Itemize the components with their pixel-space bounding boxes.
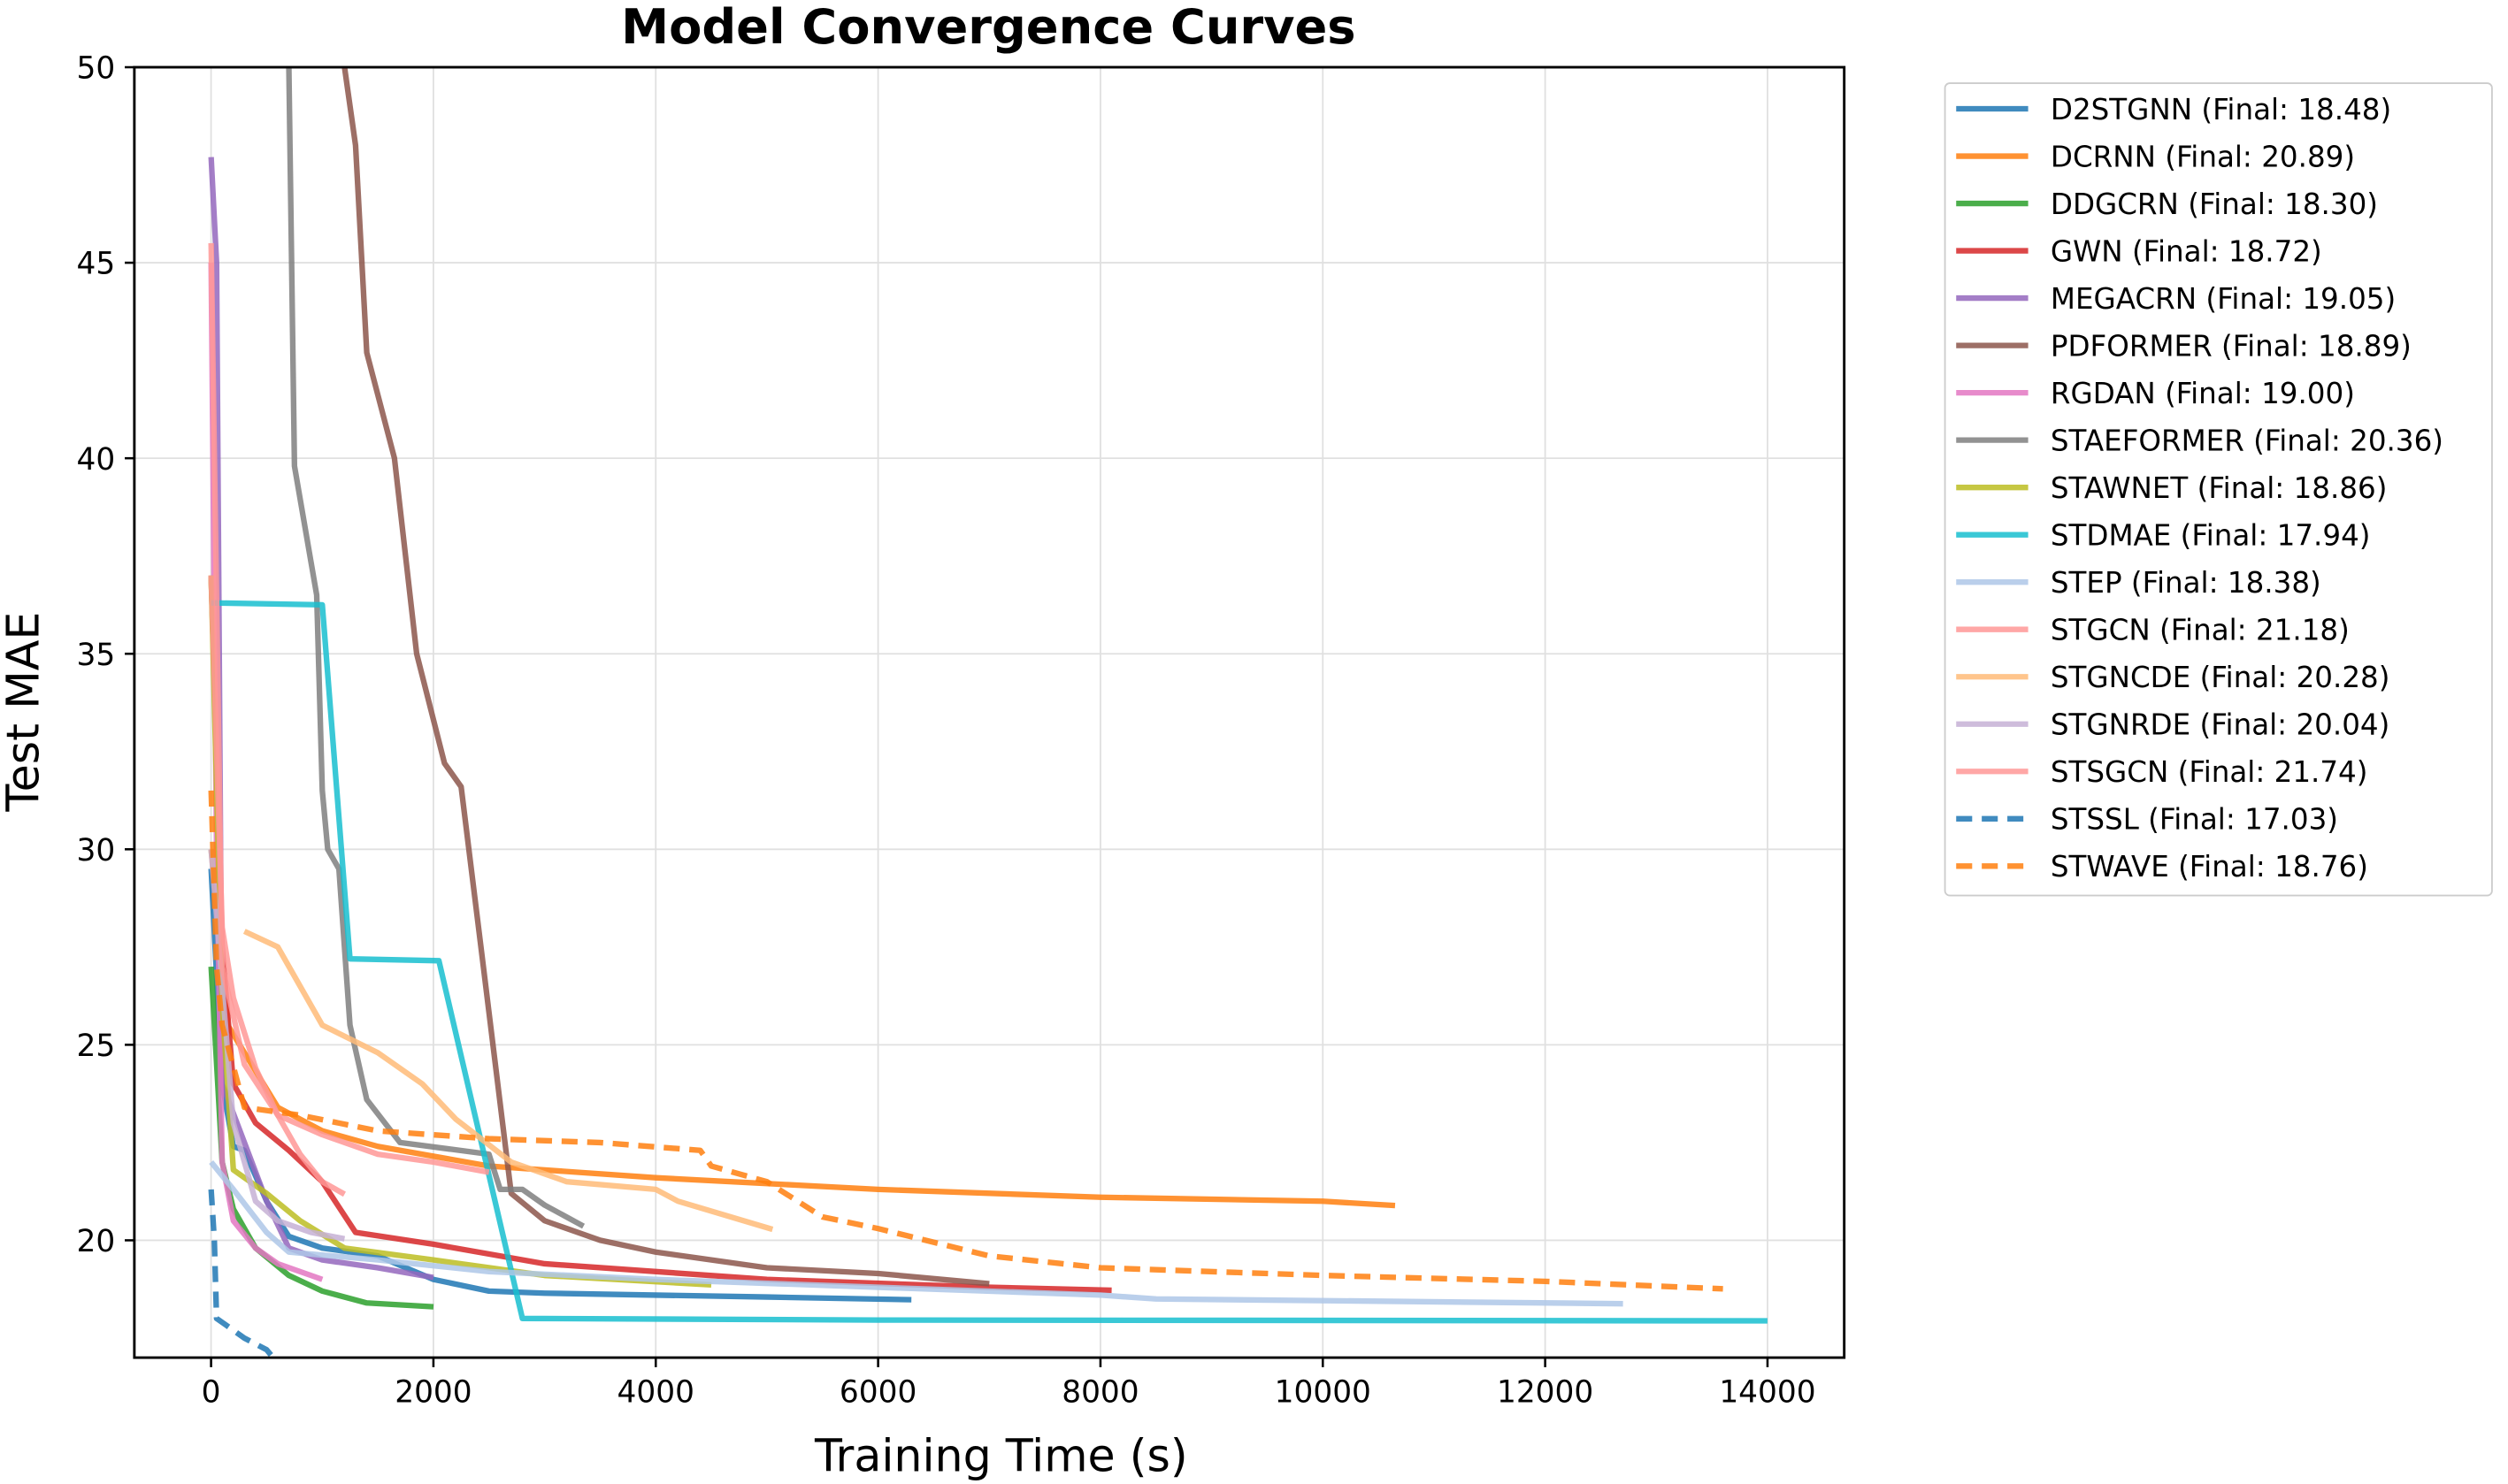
y-tick-label: 45 <box>76 247 115 282</box>
series-line <box>208 849 346 1242</box>
legend-label: GWN (Final: 18.72) <box>2051 234 2322 268</box>
series-line <box>208 242 490 1175</box>
y-tick-label: 20 <box>76 1224 115 1259</box>
x-tick-label: 2000 <box>395 1375 472 1411</box>
series-lines <box>208 67 1768 1358</box>
x-axis-label: Training Time (s) <box>814 1429 1188 1481</box>
x-tick-label: 12000 <box>1497 1375 1593 1411</box>
series-line <box>208 868 912 1303</box>
y-tick-label: 35 <box>76 638 115 673</box>
legend-label: STEP (Final: 18.38) <box>2051 566 2321 600</box>
x-tick-label: 8000 <box>1062 1375 1139 1411</box>
x-tick-label: 10000 <box>1275 1375 1371 1411</box>
legend-label: STSSL (Final: 17.03) <box>2051 803 2338 837</box>
series-line <box>208 849 1396 1209</box>
legend-label: DDGCRN (Final: 18.30) <box>2051 187 2378 221</box>
grid <box>134 66 1845 1358</box>
y-tick-label: 25 <box>76 1029 115 1064</box>
series-line <box>208 790 1723 1292</box>
legend-label: STDMAE (Final: 17.94) <box>2051 518 2371 552</box>
series-line <box>242 929 774 1233</box>
x-tick-label: 6000 <box>840 1375 917 1411</box>
series-line <box>208 1189 275 1358</box>
legend-label: STGCN (Final: 21.18) <box>2051 613 2350 646</box>
y-tick-label: 40 <box>76 442 115 478</box>
x-tick-label: 14000 <box>1719 1375 1815 1411</box>
series-line <box>208 157 434 1281</box>
y-tick-label: 50 <box>76 51 115 87</box>
series-line <box>209 1159 1623 1307</box>
legend-label: D2STGNN (Final: 18.48) <box>2051 93 2391 126</box>
legend-label: STAEFORMER (Final: 20.36) <box>2051 424 2443 457</box>
x-tick-label: 0 <box>202 1375 221 1411</box>
legend-label: STGNCDE (Final: 20.28) <box>2051 661 2390 694</box>
legend-label: MEGACRN (Final: 19.05) <box>2051 282 2396 316</box>
legend-box <box>1944 82 2493 897</box>
ticks: 0 2000 4000 6000 8000 10000 12000 14000 20 25 30 35… <box>76 51 1815 1411</box>
series-line <box>208 575 1112 1294</box>
legend-label: RGDAN (Final: 19.00) <box>2051 377 2355 410</box>
legend-label: STWAVE (Final: 18.76) <box>2051 850 2368 884</box>
series-line <box>211 600 1768 1324</box>
legend: D2STGNN (Final: 18.48) DCRNN (Final: 20.8… <box>1944 82 2493 897</box>
series-line <box>341 67 990 1287</box>
y-axis-label: Test MAE <box>0 612 49 813</box>
legend-label: DCRNN (Final: 20.89) <box>2051 140 2355 173</box>
legend-label: STAWNET (Final: 18.86) <box>2051 471 2388 505</box>
x-tick-label: 4000 <box>617 1375 694 1411</box>
plot-frame <box>133 65 1846 1359</box>
legend-label: STGNRDE (Final: 20.04) <box>2051 708 2389 742</box>
legend-label: STSGCN (Final: 21.74) <box>2051 755 2368 789</box>
y-tick-label: 30 <box>76 833 115 868</box>
legend-label: PDFORMER (Final: 18.89) <box>2051 329 2412 363</box>
series-line <box>286 67 586 1229</box>
chart-title: Model Convergence Curves <box>621 0 1355 55</box>
